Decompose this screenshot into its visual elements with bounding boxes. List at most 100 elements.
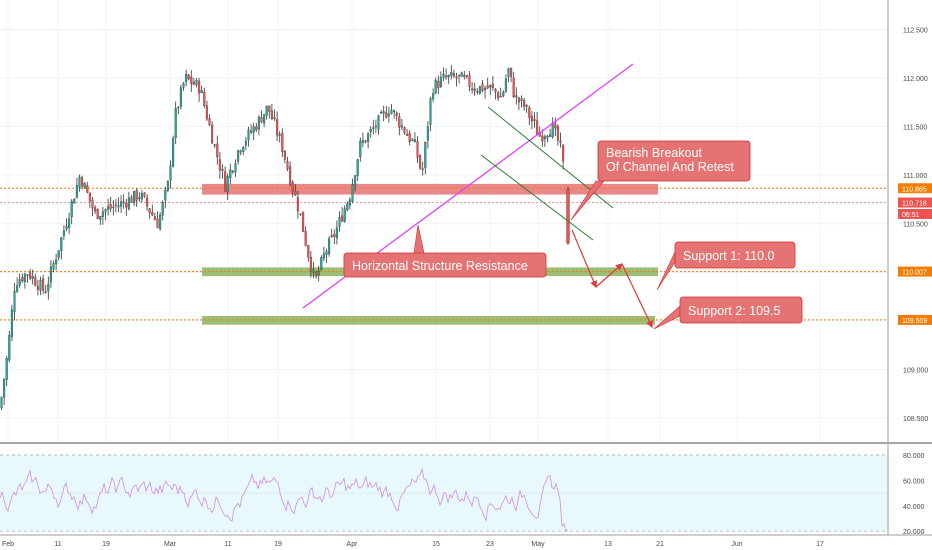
candle-body [465,75,468,77]
rsi-tick-label: 40.000 [903,504,925,511]
candle-body [0,397,3,409]
candle-body [536,120,539,135]
candle-body [34,277,37,286]
candle-body [231,170,234,173]
candle-body [473,88,476,92]
candle-body [471,88,474,91]
time-tick-label: Mar [164,541,177,548]
candle-body [463,74,466,78]
price-label-text: 06:51 [902,212,920,219]
candle-body [18,279,21,286]
time-tick-label: Jun [731,541,742,548]
candle-body [75,185,78,198]
candle-body [205,105,208,120]
candle-body [179,87,182,107]
rsi-tick-label: 20.000 [903,529,925,536]
candle-body [21,277,24,282]
price-label-text: 110.718 [902,201,927,208]
candle-body [437,80,440,89]
candle-body [455,76,458,79]
candle-body [333,234,336,238]
candle-body [117,205,120,208]
candle-body [497,92,500,99]
candle-body [442,74,445,78]
candle-body [320,257,323,270]
candle-body [244,140,247,146]
candle-body [504,78,507,92]
time-tick-label: 17 [816,541,824,548]
candle-body [8,335,11,361]
candle-body [55,259,58,265]
candle-body [185,74,188,83]
time-tick-label: 11 [54,541,61,548]
price-label-text: 109.509 [902,318,927,325]
projection-arrow [571,229,597,289]
candle-body [341,215,344,222]
candle-body [406,134,409,136]
time-tick-label: 15 [432,541,440,548]
callout-text: Support 1: 110.0 [683,249,775,263]
candle-body [429,98,432,125]
candle-body [99,216,102,220]
candle-body [57,250,60,258]
candle-body [195,80,198,86]
candle-body [94,207,97,212]
candle-body [42,278,45,291]
candle-body [307,245,310,258]
candle-body [294,191,297,196]
candle-body [169,165,172,181]
candle-body [434,79,437,94]
candle-body [273,117,276,120]
time-tick-label: 19 [274,541,282,548]
candle-body [286,161,289,170]
callout-box [597,140,751,182]
candle-body [276,119,279,136]
candle-body [476,91,479,93]
candle-body [322,253,325,259]
candle-body [385,112,388,118]
candle-body [109,204,112,209]
candle-body [289,166,292,185]
candle-body [419,155,422,169]
candle-body [112,206,115,209]
candle-body [39,280,42,291]
candle-body [302,211,305,232]
candle-body [239,150,242,153]
candle-body [203,91,206,106]
candle-body [354,175,357,187]
candle-body [520,98,523,101]
candle-body [387,113,390,116]
candle-body [146,197,149,207]
candle-body [421,168,424,170]
candle-body [265,105,268,116]
drawings [302,63,653,329]
candle-body [192,81,195,85]
rsi-pane [0,444,888,535]
candle-body [60,237,63,251]
time-tick-label: 19 [102,541,110,548]
candle-body [450,72,453,76]
candle-body [382,111,385,114]
zone-box [202,183,658,195]
callout-text: Horizontal Structure Resistance [352,259,528,273]
candle-body [81,177,84,187]
candle-body [403,127,406,134]
candle-body [395,112,398,116]
candle-body [174,108,177,138]
price-tick-label: 112.500 [903,28,928,35]
candle-body [556,126,559,141]
candle-body [226,175,229,192]
candle-body [78,176,81,188]
candle-body [161,202,164,216]
candle-body [530,115,533,122]
candle-body [73,198,76,204]
candle-body [393,110,396,112]
candle-body [218,159,221,171]
callout-text: Of Channel And Retest [606,160,734,174]
candle-body [62,230,65,236]
candle-body [83,183,86,189]
candle-body [356,159,359,176]
candle-body [255,126,258,131]
price-tick-label: 112.000 [903,76,928,83]
